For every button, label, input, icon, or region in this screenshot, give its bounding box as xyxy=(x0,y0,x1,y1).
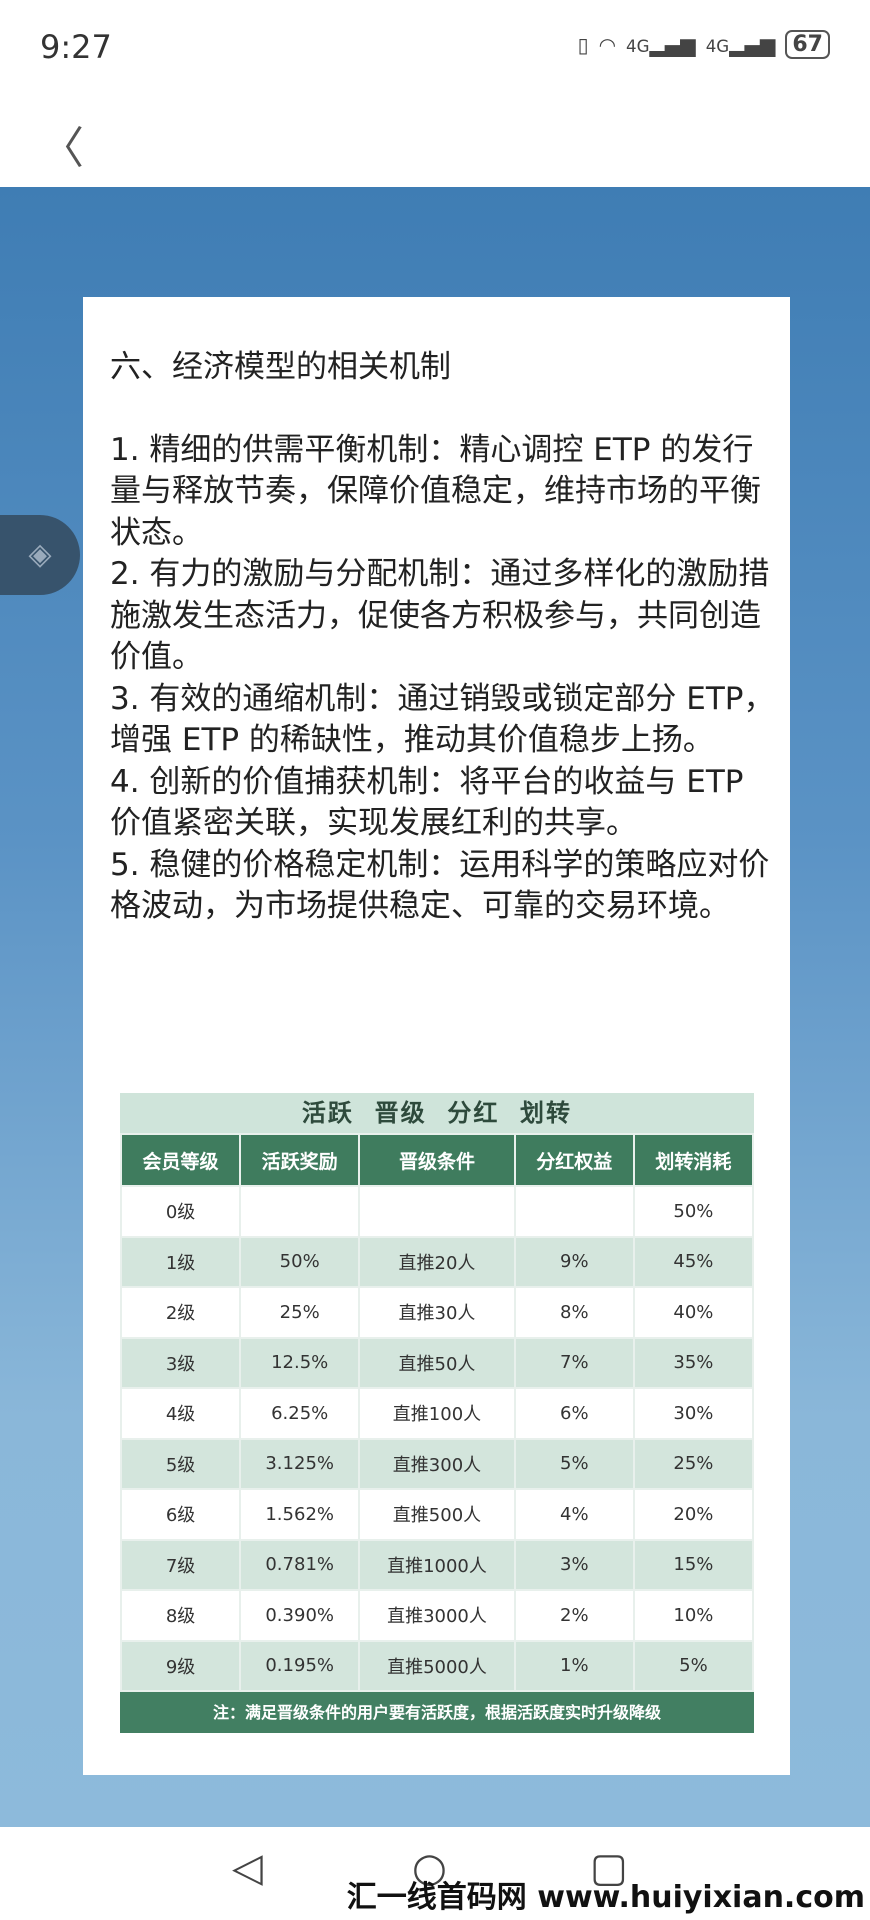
table-header-row: 会员等级 活跃奖励 晋级条件 分红权益 划转消耗 xyxy=(119,1133,755,1187)
table-cell: 1级 xyxy=(119,1235,242,1288)
table-cell: 10% xyxy=(632,1589,755,1642)
table-cell: 直推50人 xyxy=(358,1336,516,1389)
table-cell: 9级 xyxy=(119,1639,242,1692)
signal-icon: 4G▂▄▆ xyxy=(705,32,776,57)
table-note: 注：满足晋级条件的用户要有活跃度，根据活跃度实时升级降级 xyxy=(120,1692,754,1733)
article-text: 六、经济模型的相关机制 1. 精细的供需平衡机制：精心调控 ETP 的发行量与释… xyxy=(110,347,780,928)
table-cell: 3级 xyxy=(119,1336,242,1389)
table-cell: 直推500人 xyxy=(358,1488,516,1541)
nav-home-icon[interactable]: ○ xyxy=(412,1845,447,1891)
wifi-icon: ◠ xyxy=(598,32,617,57)
table-cell: 直推300人 xyxy=(358,1437,516,1490)
article-card: 六、经济模型的相关机制 1. 精细的供需平衡机制：精心调控 ETP 的发行量与释… xyxy=(83,297,790,1775)
status-icons: ▯ ◠ 4G▂▄▆ 4G▂▄▆ 67 xyxy=(578,30,830,59)
table-cell: 30% xyxy=(632,1387,755,1440)
table-cell: 1% xyxy=(513,1639,635,1692)
back-button[interactable]: 〈 xyxy=(40,123,84,174)
table-cell: 4级 xyxy=(119,1387,242,1440)
table-row: 5级 3.125% 直推300人 5% 25% xyxy=(119,1437,755,1490)
battery-icon: 67 xyxy=(785,30,830,59)
table-cell: 45% xyxy=(632,1235,755,1288)
watermark: 汇一线首码网 www.huiyixian.com xyxy=(346,1880,865,1915)
paragraph: 4. 创新的价值捕获机制：将平台的收益与 ETP 价值紧密关联，实现发展红利的共… xyxy=(110,763,744,842)
table-row: 6级 1.562% 直推500人 4% 20% xyxy=(119,1488,755,1541)
table-cell: 0.390% xyxy=(239,1589,361,1642)
table-cell: 直推100人 xyxy=(358,1387,516,1440)
table-cell: 25% xyxy=(239,1286,361,1339)
section-heading: 六、经济模型的相关机制 xyxy=(110,349,451,385)
nav-recents-icon[interactable]: ▢ xyxy=(590,1845,628,1891)
table-title: 活跃 晋级 分红 划转 xyxy=(120,1093,754,1133)
table-cell: 1.562% xyxy=(239,1488,361,1541)
table-cell: 4% xyxy=(513,1488,635,1541)
table-cell xyxy=(513,1185,635,1238)
signal-icon: 4G▂▄▆ xyxy=(626,32,696,57)
table-cell: 12.5% xyxy=(239,1336,361,1389)
table-row: 3级 12.5% 直推50人 7% 35% xyxy=(119,1336,755,1389)
table-cell: 6级 xyxy=(119,1488,242,1541)
clock: 9:27 xyxy=(40,28,112,66)
table-cell: 8级 xyxy=(119,1589,242,1642)
table-cell: 50% xyxy=(239,1235,361,1288)
table-cell xyxy=(239,1185,361,1238)
table-row: 9级 0.195% 直推5000人 1% 5% xyxy=(119,1639,755,1692)
table-cell: 40% xyxy=(632,1286,755,1339)
table-cell: 15% xyxy=(632,1538,755,1591)
table-row: 8级 0.390% 直推3000人 2% 10% xyxy=(119,1589,755,1642)
paragraph: 3. 有效的通缩机制：通过销毁或锁定部分 ETP，增强 ETP 的稀缺性，推动其… xyxy=(110,680,775,759)
column-header: 晋级条件 xyxy=(358,1133,516,1187)
table-cell: 35% xyxy=(632,1336,755,1389)
clipped-text-line xyxy=(83,297,790,307)
table-cell: 直推1000人 xyxy=(358,1538,516,1591)
table-cell: 6.25% xyxy=(239,1387,361,1440)
paragraph: 2. 有力的激励与分配机制：通过多样化的激励措施激发生态活力，促使各方积极参与，… xyxy=(110,556,770,675)
table-cell: 5% xyxy=(632,1639,755,1692)
table-cell: 0.195% xyxy=(239,1639,361,1692)
navigation-bar: ◁ ○ ▢ 汇一线首码网 www.huiyixian.com xyxy=(0,1827,870,1920)
column-header: 划转消耗 xyxy=(632,1133,755,1187)
table-cell xyxy=(358,1185,516,1238)
table-row: 4级 6.25% 直推100人 6% 30% xyxy=(119,1387,755,1440)
table-cell: 8% xyxy=(513,1286,635,1339)
paragraph: 1. 精细的供需平衡机制：精心调控 ETP 的发行量与释放节奏，保障价值稳定，维… xyxy=(110,431,761,551)
table-cell: 直推3000人 xyxy=(358,1589,516,1642)
membership-table: 活跃 晋级 分红 划转 会员等级 活跃奖励 晋级条件 分红权益 划转消耗 0级 50% 1级… xyxy=(119,1093,755,1733)
table-cell: 9% xyxy=(513,1235,635,1288)
table-cell: 直推30人 xyxy=(358,1286,516,1339)
table-cell: 6% xyxy=(513,1387,635,1440)
table-row: 1级 50% 直推20人 9% 45% xyxy=(119,1235,755,1288)
column-header: 分红权益 xyxy=(513,1133,635,1187)
column-header: 活跃奖励 xyxy=(239,1133,361,1187)
table-row: 0级 50% xyxy=(119,1185,755,1238)
status-bar: 9:27 ▯ ◠ 4G▂▄▆ 4G▂▄▆ 67 xyxy=(0,0,870,110)
table-cell: 3% xyxy=(513,1538,635,1591)
vibrate-icon: ▯ xyxy=(577,32,589,57)
table-cell: 0级 xyxy=(119,1185,242,1238)
table-cell: 0.781% xyxy=(239,1538,361,1591)
table-cell: 50% xyxy=(632,1185,755,1238)
diamond-logo-icon: ◈ xyxy=(28,537,52,572)
table-cell: 2% xyxy=(513,1589,635,1642)
nav-back-icon[interactable]: ◁ xyxy=(232,1845,263,1891)
table-cell: 7% xyxy=(513,1336,635,1389)
table-cell: 直推5000人 xyxy=(358,1639,516,1692)
table-cell: 7级 xyxy=(119,1538,242,1591)
table-row: 7级 0.781% 直推1000人 3% 15% xyxy=(119,1538,755,1591)
floating-app-button[interactable]: ◈ xyxy=(0,515,80,595)
column-header: 会员等级 xyxy=(119,1133,242,1187)
table-cell: 5级 xyxy=(119,1437,242,1490)
table-cell: 20% xyxy=(632,1488,755,1541)
table-cell: 25% xyxy=(632,1437,755,1490)
table-cell: 2级 xyxy=(119,1286,242,1339)
table-row: 2级 25% 直推30人 8% 40% xyxy=(119,1286,755,1339)
table-cell: 3.125% xyxy=(239,1437,361,1490)
paragraph: 5. 稳健的价格稳定机制：运用科学的策略应对价格波动，为市场提供稳定、可靠的交易… xyxy=(110,846,770,925)
table-cell: 5% xyxy=(513,1437,635,1490)
table-cell: 直推20人 xyxy=(358,1235,516,1288)
